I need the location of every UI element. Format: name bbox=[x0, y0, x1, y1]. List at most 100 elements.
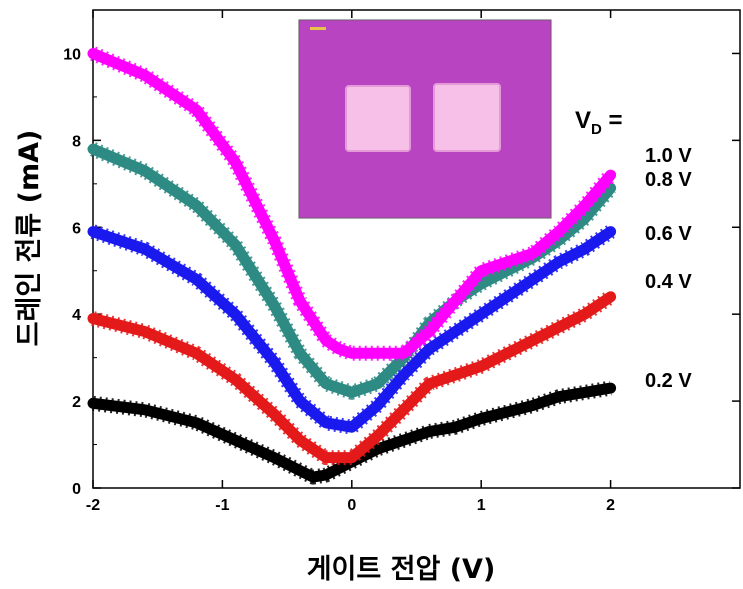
data-point bbox=[479, 282, 483, 286]
data-point bbox=[324, 382, 328, 386]
data-point bbox=[376, 403, 380, 407]
data-point bbox=[272, 456, 276, 460]
x-tick-label: 2 bbox=[606, 497, 615, 514]
data-point bbox=[427, 330, 431, 334]
data-point bbox=[298, 469, 302, 473]
data-point bbox=[505, 351, 509, 355]
data-point bbox=[453, 373, 457, 377]
x-tick-label: -1 bbox=[215, 497, 229, 514]
data-point bbox=[195, 277, 199, 281]
data-point bbox=[233, 377, 237, 381]
data-point bbox=[609, 173, 613, 177]
series-label: 0.8 V bbox=[645, 169, 692, 191]
data-point bbox=[298, 438, 302, 442]
data-point bbox=[427, 382, 431, 386]
series-label: 0.2 V bbox=[645, 370, 692, 392]
data-point bbox=[324, 456, 328, 460]
data-point bbox=[195, 421, 199, 425]
y-tick-label: 4 bbox=[72, 307, 81, 324]
data-point bbox=[91, 147, 95, 151]
y-tick-label: 2 bbox=[72, 394, 81, 411]
data-point bbox=[143, 408, 147, 412]
data-point bbox=[427, 430, 431, 434]
data-point bbox=[531, 403, 535, 407]
series-line-0-6-V bbox=[87, 226, 617, 433]
inset-pad-left bbox=[345, 85, 411, 152]
data-point bbox=[143, 73, 147, 77]
data-point bbox=[143, 169, 147, 173]
data-point bbox=[233, 438, 237, 442]
data-point bbox=[609, 295, 613, 299]
data-point bbox=[272, 238, 276, 242]
series-group bbox=[87, 46, 617, 485]
data-point bbox=[298, 351, 302, 355]
data-point bbox=[311, 475, 315, 479]
data-point bbox=[402, 351, 406, 355]
data-point bbox=[453, 299, 457, 303]
data-point bbox=[583, 390, 587, 394]
series-label: 1.0 V bbox=[645, 145, 692, 167]
data-point bbox=[479, 312, 483, 316]
data-point bbox=[350, 425, 354, 429]
data-point bbox=[479, 364, 483, 368]
x-axis-title: 게이트 전압 (V) bbox=[307, 554, 496, 585]
data-point bbox=[298, 299, 302, 303]
data-point bbox=[479, 269, 483, 273]
data-point bbox=[505, 295, 509, 299]
data-point bbox=[195, 204, 199, 208]
data-point bbox=[350, 390, 354, 394]
x-tick-label: 1 bbox=[477, 497, 486, 514]
data-point bbox=[272, 412, 276, 416]
data-point bbox=[91, 401, 95, 405]
data-point bbox=[531, 251, 535, 255]
x-tick-label: 0 bbox=[347, 497, 356, 514]
data-point bbox=[583, 217, 587, 221]
data-point bbox=[337, 347, 341, 351]
data-point bbox=[143, 247, 147, 251]
data-point bbox=[376, 434, 380, 438]
data-point bbox=[453, 425, 457, 429]
data-point bbox=[350, 351, 354, 355]
data-point bbox=[557, 230, 561, 234]
data-point bbox=[453, 330, 457, 334]
data-point bbox=[583, 312, 587, 316]
data-point bbox=[479, 416, 483, 420]
data-point bbox=[583, 247, 587, 251]
data-point bbox=[531, 277, 535, 281]
data-point bbox=[272, 360, 276, 364]
data-point bbox=[505, 260, 509, 264]
data-point bbox=[324, 338, 328, 342]
data-point bbox=[402, 408, 406, 412]
data-point bbox=[609, 386, 613, 390]
data-point bbox=[91, 51, 95, 55]
data-point bbox=[583, 204, 587, 208]
data-point bbox=[557, 395, 561, 399]
y-tick-label: 0 bbox=[72, 481, 81, 498]
data-point bbox=[376, 382, 380, 386]
inset-micrograph bbox=[298, 19, 552, 219]
data-point bbox=[609, 230, 613, 234]
series-line-0-4-V bbox=[87, 291, 617, 464]
data-point bbox=[557, 325, 561, 329]
data-point bbox=[557, 260, 561, 264]
data-point bbox=[402, 373, 406, 377]
data-point bbox=[324, 473, 328, 477]
data-point bbox=[143, 330, 147, 334]
data-point bbox=[298, 399, 302, 403]
data-point bbox=[376, 447, 380, 451]
y-tick-label: 10 bbox=[63, 46, 81, 63]
data-point bbox=[427, 347, 431, 351]
plot-frame bbox=[92, 9, 741, 489]
data-point bbox=[531, 338, 535, 342]
data-point bbox=[272, 303, 276, 307]
data-point bbox=[91, 230, 95, 234]
data-point bbox=[195, 351, 199, 355]
y-tick-label: 6 bbox=[72, 220, 81, 237]
data-point bbox=[402, 438, 406, 442]
series-markers-0-4-V bbox=[91, 290, 615, 466]
data-point bbox=[195, 108, 199, 112]
series-label: 0.6 V bbox=[645, 223, 692, 245]
data-point bbox=[505, 269, 509, 273]
data-point bbox=[233, 312, 237, 316]
